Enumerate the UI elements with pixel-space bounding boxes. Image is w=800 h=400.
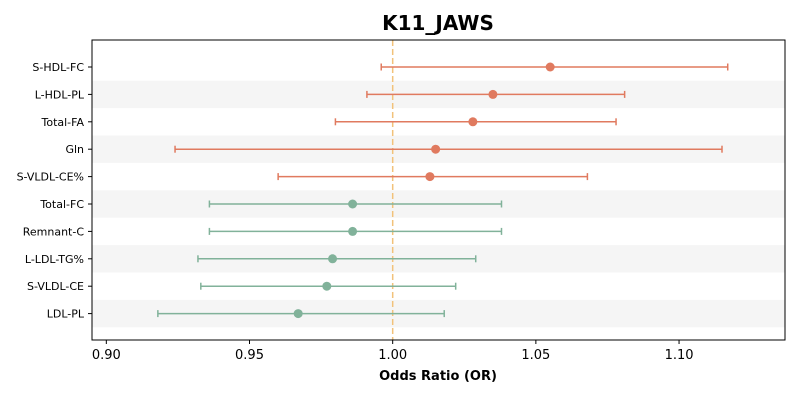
x-tick-label: 1.10 bbox=[665, 348, 694, 363]
estimate-rows bbox=[157, 62, 729, 319]
row-l-ldl-tg- bbox=[197, 254, 477, 264]
plot-frame bbox=[91, 39, 786, 341]
row-ldl-pl bbox=[157, 309, 445, 319]
y-tick-label: Total-FA bbox=[40, 116, 84, 129]
point-estimate bbox=[545, 62, 555, 72]
point-estimate bbox=[348, 226, 358, 236]
x-axis-label: Odds Ratio (OR) bbox=[379, 369, 497, 384]
point-estimate bbox=[322, 281, 332, 291]
row-s-vldl-ce bbox=[200, 281, 457, 291]
y-tick-label: S-VLDL-CE% bbox=[17, 171, 84, 184]
row-l-hdl-pl bbox=[366, 89, 626, 99]
row-remnant-c bbox=[208, 226, 503, 236]
point-estimate bbox=[425, 172, 435, 182]
point-estimate bbox=[293, 309, 303, 319]
y-tick-label: Total-FC bbox=[39, 198, 84, 211]
y-tick-label: S-HDL-FC bbox=[32, 61, 84, 74]
y-tick-label: L-HDL-PL bbox=[35, 88, 85, 101]
x-tick-label: 0.95 bbox=[235, 348, 264, 363]
row-gln bbox=[174, 144, 723, 154]
y-axis: S-HDL-FC L-HDL-PL Total-FA Gln S-VLDL-CE% Tot… bbox=[17, 61, 92, 321]
x-tick-label: 1.05 bbox=[521, 348, 550, 363]
y-tick-label: S-VLDL-CE bbox=[27, 280, 84, 293]
row-total-fc bbox=[208, 199, 503, 209]
point-estimate bbox=[488, 89, 498, 99]
chart-title: K11_JAWS bbox=[382, 11, 494, 35]
y-tick-label: LDL-PL bbox=[47, 308, 85, 321]
y-tick-label: Remnant-C bbox=[23, 225, 85, 238]
row-s-hdl-fc bbox=[380, 62, 729, 72]
point-estimate bbox=[431, 144, 441, 154]
row-total-fa bbox=[334, 117, 617, 127]
x-tick-label: 1.00 bbox=[378, 348, 407, 363]
point-estimate bbox=[328, 254, 338, 264]
x-axis: 0.90 0.95 1.00 1.05 1.10 bbox=[92, 340, 694, 363]
row-s-vldl-ce- bbox=[277, 172, 589, 182]
y-tick-label: L-LDL-TG% bbox=[25, 253, 84, 266]
point-estimate bbox=[468, 117, 478, 127]
x-tick-label: 0.90 bbox=[92, 348, 121, 363]
y-tick-label: Gln bbox=[65, 143, 84, 156]
point-estimate bbox=[348, 199, 358, 209]
